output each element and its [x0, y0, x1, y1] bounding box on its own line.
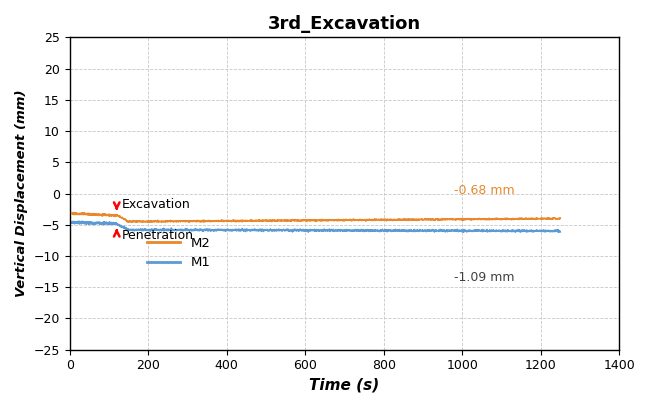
- Text: -0.68 mm: -0.68 mm: [454, 184, 515, 197]
- Text: -1.09 mm: -1.09 mm: [454, 271, 515, 284]
- Text: Excavation: Excavation: [122, 197, 190, 211]
- Text: Penetration: Penetration: [122, 229, 194, 242]
- Y-axis label: Vertical Displacement (mm): Vertical Displacement (mm): [15, 90, 28, 297]
- Title: 3rd_Excavation: 3rd_Excavation: [268, 15, 421, 33]
- X-axis label: Time (s): Time (s): [309, 378, 380, 393]
- Legend: M2, M1: M2, M1: [142, 231, 216, 275]
